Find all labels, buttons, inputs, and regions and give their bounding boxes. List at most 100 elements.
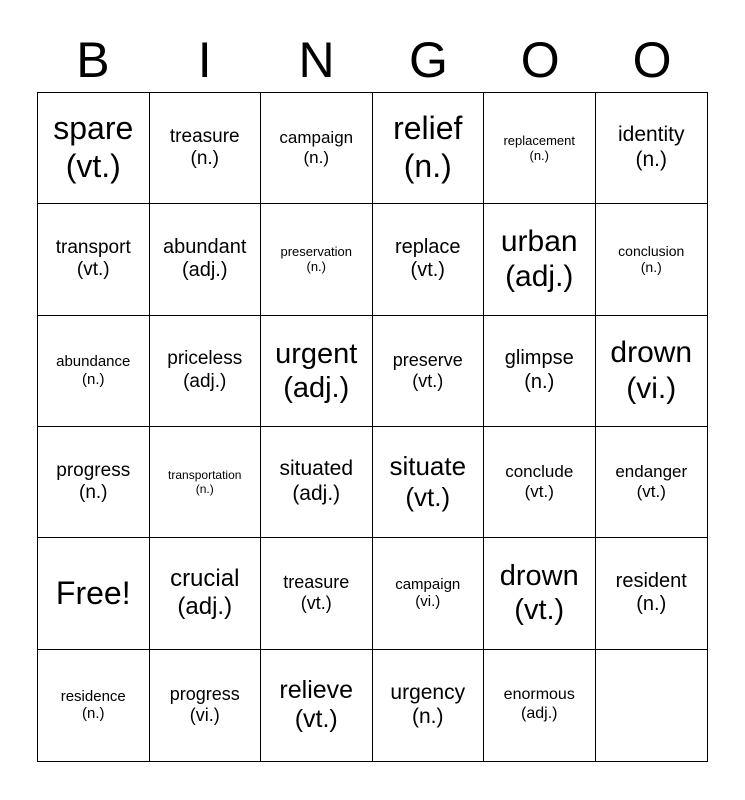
bingo-cell[interactable]: resident (n.)	[595, 538, 707, 650]
bingo-cell[interactable]: relieve (vt.)	[261, 649, 373, 761]
cell-word: progress	[56, 459, 131, 481]
cell-word: urgent	[275, 337, 358, 370]
cell-pos: (n.)	[412, 705, 444, 729]
cell-pos: (adj.)	[292, 482, 341, 506]
bingo-cell[interactable]: abundant (adj.)	[149, 204, 261, 316]
cell-pos: (n.)	[636, 593, 667, 616]
bingo-cell[interactable]: conclusion (n.)	[595, 204, 707, 316]
cell-pos: (vi.)	[415, 593, 441, 611]
bingo-cell[interactable]: replace (vt.)	[372, 204, 484, 316]
bingo-cell[interactable]: replacement (n.)	[484, 93, 596, 205]
cell-pos: (adj.)	[283, 371, 350, 404]
bingo-cell[interactable]: priceless (adj.)	[149, 315, 261, 427]
cell-pos: (n.)	[303, 148, 330, 168]
cell-word: spare	[53, 110, 134, 147]
cell-word: relieve	[279, 675, 354, 704]
cell-word: progress	[169, 684, 240, 705]
cell-word: treasure	[283, 572, 350, 593]
cell-word: resident	[615, 569, 687, 592]
header-letter-i: I	[197, 32, 212, 88]
bingo-cell[interactable]: conclude (vt.)	[484, 427, 596, 539]
bingo-cell-empty[interactable]	[596, 650, 708, 761]
cell-pos: (adj.)	[521, 705, 558, 723]
cell-pos: (n.)	[403, 148, 452, 185]
bingo-cell[interactable]: urban (adj.)	[484, 204, 596, 316]
cell-word: replace	[394, 235, 461, 258]
cell-word: crucial	[170, 565, 240, 593]
cell-pos: (n.)	[635, 148, 668, 172]
bingo-cell[interactable]: glimpse (n.)	[484, 315, 596, 427]
cell-word: situated	[279, 457, 354, 481]
bingo-cell[interactable]: endanger (vt.)	[595, 427, 707, 539]
bingo-cell[interactable]: crucial (adj.)	[149, 538, 261, 650]
cell-pos: (n.)	[529, 148, 550, 164]
bingo-cell-free[interactable]: Free!	[38, 538, 150, 650]
bingo-cell[interactable]: urgency (n.)	[373, 649, 484, 761]
cell-pos: (vt.)	[514, 594, 565, 627]
cell-pos: (vt.)	[300, 593, 332, 614]
cell-word: residence	[60, 687, 126, 705]
bingo-cell[interactable]: identity (n.)	[595, 93, 707, 205]
cell-word: glimpse	[504, 347, 574, 370]
bingo-cell[interactable]: urgent (adj.)	[261, 315, 373, 427]
header-letter-o1: O	[520, 32, 560, 88]
bingo-cell[interactable]: treasure (n.)	[149, 93, 261, 205]
header-letter-n: N	[298, 32, 335, 88]
cell-word: campaign	[279, 128, 354, 148]
cell-pos: (vt.)	[65, 148, 121, 185]
cell-word: enormous	[503, 686, 575, 704]
bingo-cell[interactable]: enormous (adj.)	[484, 649, 596, 761]
cell-pos: (adj.)	[505, 260, 574, 294]
cell-pos: (n.)	[524, 370, 555, 393]
cell-word: preservation	[280, 244, 353, 260]
bingo-cell[interactable]: transportation (n.)	[149, 427, 261, 539]
cell-pos: (n.)	[82, 705, 105, 723]
cell-pos: (vt.)	[412, 370, 444, 391]
bingo-cell[interactable]: preservation (n.)	[261, 204, 373, 316]
header-letter-b: B	[76, 32, 110, 88]
cell-word: abundance	[56, 353, 131, 371]
cell-word: transport	[55, 237, 131, 259]
cell-word: campaign	[395, 575, 461, 593]
bingo-cell[interactable]: relief (n.)	[372, 93, 484, 205]
bingo-cell[interactable]: progress (vi.)	[150, 649, 261, 761]
bingo-cell[interactable]: abundance (n.)	[38, 315, 150, 427]
cell-pos: (n.)	[195, 482, 214, 497]
bingo-cell[interactable]: campaign (vi.)	[372, 538, 484, 650]
bingo-cell[interactable]: drown (vt.)	[484, 538, 596, 650]
bingo-cell[interactable]: transport (vt.)	[38, 204, 150, 316]
bingo-cell[interactable]: situate (vt.)	[372, 427, 484, 539]
cell-pos: (n.)	[306, 259, 327, 275]
cell-word: drown	[610, 336, 693, 370]
cell-word: Free!	[55, 574, 131, 611]
header-letter-g: G	[408, 32, 448, 88]
cell-word: priceless	[167, 348, 243, 370]
cell-word: abundant	[163, 235, 247, 258]
cell-word: endanger	[615, 462, 688, 482]
cell-word: urgency	[390, 680, 466, 704]
cell-pos: (n.)	[190, 148, 220, 170]
bingo-cell[interactable]: situated (adj.)	[261, 427, 373, 539]
cell-word: preserve	[392, 349, 463, 370]
bingo-cell[interactable]: drown (vi.)	[595, 316, 707, 427]
bingo-cell[interactable]: residence (n.)	[38, 649, 150, 761]
cell-pos: (n.)	[82, 370, 105, 388]
cell-word: transportation	[168, 468, 242, 482]
cell-pos: (adj.)	[177, 593, 233, 621]
bingo-grid: spare (vt.) treasure (n.) campaign (n.) …	[37, 92, 708, 762]
cell-pos: (n.)	[640, 259, 662, 276]
cell-word: situate	[389, 451, 467, 482]
bingo-cell[interactable]: spare (vt.)	[38, 93, 150, 205]
bingo-cell[interactable]: preserve (vt.)	[372, 315, 484, 427]
cell-word: conclusion	[618, 242, 685, 259]
cell-pos: (vt.)	[76, 259, 110, 281]
bingo-cell[interactable]: campaign (n.)	[261, 93, 373, 205]
cell-pos: (n.)	[79, 482, 108, 504]
cell-pos: (vi.)	[189, 705, 220, 726]
bingo-cell[interactable]: progress (n.)	[38, 427, 150, 539]
cell-pos: (adj.)	[181, 259, 228, 282]
cell-word: replacement	[503, 132, 576, 148]
bingo-cell[interactable]: treasure (vt.)	[261, 538, 373, 650]
header-letter-o2: O	[632, 32, 672, 88]
